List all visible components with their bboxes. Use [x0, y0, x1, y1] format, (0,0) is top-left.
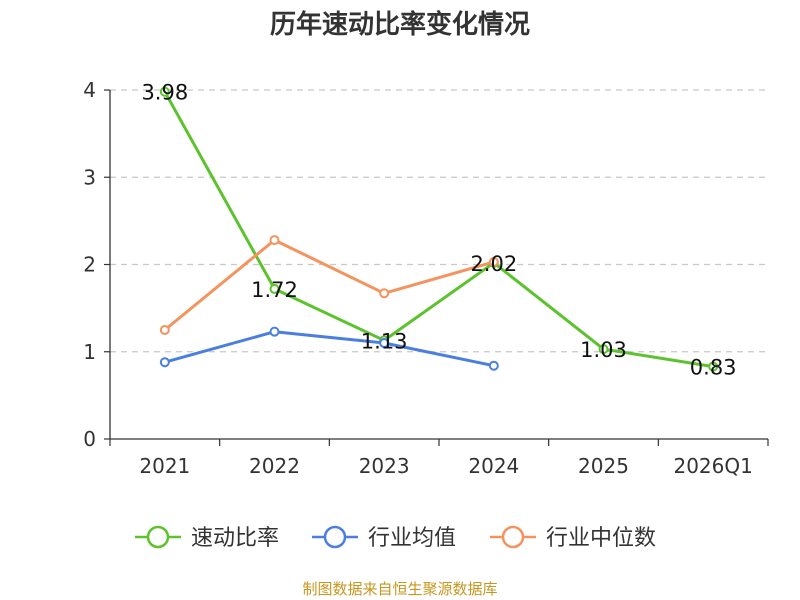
data-point [379, 288, 390, 299]
data-point [269, 235, 280, 246]
data-point [708, 361, 719, 372]
y-tick-label: 2 [83, 253, 96, 277]
label-layer: 3.98 1.72 1.13 2.02 1.03 0.83 [141, 81, 736, 380]
y-tick-label: 1 [83, 340, 96, 364]
x-tick-label: 2025 [578, 454, 629, 478]
x-tick-label: 2026Q1 [673, 454, 752, 478]
source-note: 制图数据来自恒生聚源数据库 [302, 580, 498, 598]
data-label: 3.98 [141, 81, 188, 105]
x-tick-label: 2024 [468, 454, 519, 478]
y-tick-label: 0 [83, 427, 96, 451]
legend-marker [323, 525, 347, 549]
x-tick-label: 2023 [359, 454, 410, 478]
data-point [269, 283, 280, 294]
legend-label: 行业中位数 [546, 526, 656, 551]
legend-marker [146, 525, 170, 549]
data-point [159, 357, 170, 368]
axis-layer: 0 1 2 3 4 2021 2022 2023 2024 2025 2026Q1 [83, 78, 769, 478]
data-label: 0.83 [690, 356, 737, 380]
legend-label: 速动比率 [191, 526, 279, 551]
data-label: 1.03 [580, 338, 627, 362]
legend-marker [501, 525, 525, 549]
series-line-1 [163, 330, 496, 368]
data-point [488, 360, 499, 371]
data-point [159, 324, 170, 335]
data-point [159, 86, 170, 97]
grid-layer [110, 89, 768, 353]
data-label: 1.72 [251, 278, 298, 302]
series-line-2 [163, 238, 496, 332]
series-line-0 [163, 90, 715, 369]
chart-title: 历年速动比率变化情况 [269, 10, 530, 40]
y-tick-label: 3 [83, 165, 96, 189]
data-point [269, 326, 280, 337]
data-point [598, 344, 609, 355]
series-layer [159, 86, 719, 372]
x-tick-label: 2022 [249, 454, 300, 478]
data-point [379, 338, 390, 349]
legend-label: 行业均值 [368, 526, 456, 551]
x-tick-label: 2021 [139, 454, 190, 478]
data-point [488, 256, 499, 267]
data-label: 1.13 [361, 329, 408, 353]
y-tick-label: 4 [83, 78, 96, 102]
data-label: 2.02 [470, 252, 517, 276]
legend: 速动比率 行业均值 行业中位数 [135, 525, 656, 551]
